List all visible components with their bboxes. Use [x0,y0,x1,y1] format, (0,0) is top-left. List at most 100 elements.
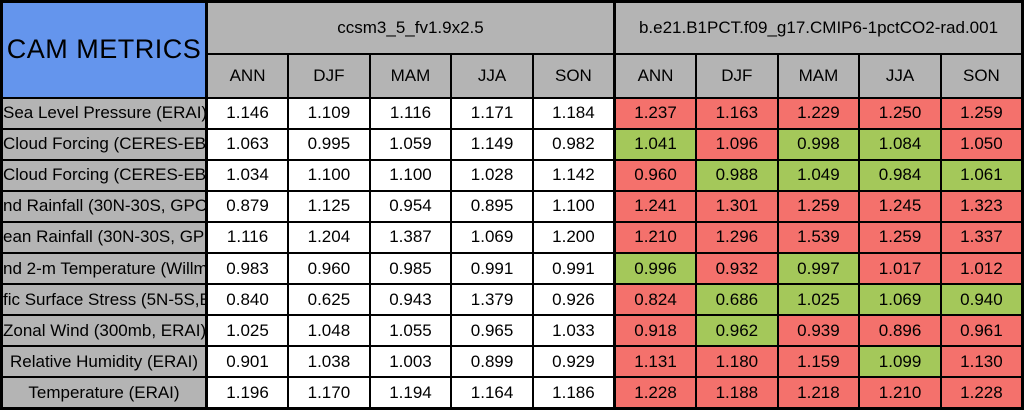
value-cell-test: 0.960 [612,158,698,192]
value-cell-test: 0.686 [695,283,779,317]
value-cell-control: 1.033 [531,314,616,348]
value-cell-test: 1.096 [695,127,779,161]
value-cell-test: 0.940 [939,283,1024,317]
metric-row: Zonal Wind (300mb, ERAI) 1.025 1.048 1.0… [0,314,1024,348]
value-cell-test: 1.084 [858,127,942,161]
value-cell-test: 1.188 [695,376,779,410]
value-cell-test: 0.984 [858,158,942,192]
value-cell-test: 1.245 [858,189,942,223]
value-cell-control: 0.965 [450,314,534,348]
metric-label: Cloud Forcing (CERES-EB [0,127,208,161]
season-header-jja: JJA [450,52,534,99]
value-cell-test: 0.961 [939,314,1024,348]
value-cell-test: 1.017 [858,251,942,286]
value-cell-control: 1.186 [531,376,616,410]
season-header-djf: DJF [695,52,779,99]
metric-label: Relative Humidity (ERAI) [0,345,208,379]
season-header-ann: ANN [205,52,290,99]
value-cell-test: 1.099 [858,345,942,379]
value-cell-control: 0.879 [205,189,290,223]
value-cell-test: 0.939 [776,314,861,348]
value-cell-test: 1.041 [612,127,698,161]
metric-label: Cloud Forcing (CERES-EB [0,158,208,192]
value-cell-test: 1.218 [776,376,861,410]
value-cell-test: 1.228 [939,376,1024,410]
value-cell-control: 1.125 [287,189,371,223]
value-cell-control: 0.926 [531,283,616,317]
value-cell-control: 1.055 [368,314,453,348]
value-cell-control: 1.184 [531,96,616,130]
value-cell-test: 1.296 [695,220,779,254]
value-cell-control: 0.995 [287,127,371,161]
value-cell-control: 0.982 [531,127,616,161]
value-cell-test: 0.824 [612,283,698,317]
metric-row: Sea Level Pressure (ERAI) 1.146 1.109 1.… [0,96,1024,130]
value-cell-test: 0.896 [858,314,942,348]
value-cell-control: 1.164 [450,376,534,410]
value-cell-control: 1.100 [287,158,371,192]
value-cell-test: 1.301 [695,189,779,223]
value-cell-control: 0.943 [368,283,453,317]
metric-row: Cloud Forcing (CERES-EB 1.063 0.995 1.05… [0,127,1024,161]
value-cell-test: 1.159 [776,345,861,379]
metrics-table-body: Sea Level Pressure (ERAI) 1.146 1.109 1.… [0,96,1024,410]
value-cell-test: 1.259 [858,220,942,254]
value-cell-control: 0.901 [205,345,290,379]
value-cell-control: 0.960 [287,251,371,286]
value-cell-test: 1.323 [939,189,1024,223]
metric-row: Relative Humidity (ERAI) 0.901 1.038 1.0… [0,345,1024,379]
value-cell-control: 0.954 [368,189,453,223]
season-header-jja: JJA [858,52,942,99]
value-cell-control: 1.116 [368,96,453,130]
value-cell-control: 1.109 [287,96,371,130]
value-cell-control: 0.625 [287,283,371,317]
value-cell-control: 1.204 [287,220,371,254]
value-cell-test: 0.997 [776,251,861,286]
value-cell-control: 0.929 [531,345,616,379]
value-cell-test: 1.050 [939,127,1024,161]
value-cell-test: 1.012 [939,251,1024,286]
season-header-mam: MAM [776,52,861,99]
metric-row: Temperature (ERAI) 1.196 1.170 1.194 1.1… [0,376,1024,410]
value-cell-control: 1.025 [205,314,290,348]
season-header-djf: DJF [287,52,371,99]
value-cell-control: 0.983 [205,251,290,286]
value-cell-control: 1.028 [450,158,534,192]
value-cell-test: 1.210 [612,220,698,254]
value-cell-test: 1.180 [695,345,779,379]
value-cell-control: 1.034 [205,158,290,192]
value-cell-control: 1.116 [205,220,290,254]
value-cell-test: 1.229 [776,96,861,130]
value-cell-control: 1.048 [287,314,371,348]
season-header-mam: MAM [368,52,453,99]
value-cell-test: 0.996 [612,251,698,286]
value-cell-control: 0.985 [368,251,453,286]
metric-label: ean Rainfall (30N-30S, GPC [0,220,208,254]
metric-label: nd Rainfall (30N-30S, GPC [0,189,208,223]
value-cell-test: 0.988 [695,158,779,192]
metric-row: ean Rainfall (30N-30S, GPC 1.116 1.204 1… [0,220,1024,254]
metric-label: fic Surface Stress (5N-5S,E [0,283,208,317]
value-cell-test: 0.998 [776,127,861,161]
value-cell-control: 1.196 [205,376,290,410]
season-header-son: SON [531,52,616,99]
table-title-cell: CAM METRICS [0,0,208,99]
value-cell-control: 1.170 [287,376,371,410]
value-cell-control: 1.142 [531,158,616,192]
value-cell-test: 0.962 [695,314,779,348]
value-cell-control: 1.387 [368,220,453,254]
model-header-row: CAM METRICS ccsm3_5_fv1.9x2.5 b.e21.B1PC… [0,0,1024,99]
value-cell-test: 1.259 [776,189,861,223]
value-cell-test: 1.049 [776,158,861,192]
metric-label: Sea Level Pressure (ERAI) [0,96,208,130]
value-cell-control: 1.194 [368,376,453,410]
value-cell-control: 1.171 [450,96,534,130]
value-cell-control: 1.063 [205,127,290,161]
value-cell-test: 0.918 [612,314,698,348]
value-cell-test: 1.228 [612,376,698,410]
season-header-son: SON [939,52,1024,99]
metric-row: fic Surface Stress (5N-5S,E 0.840 0.625 … [0,283,1024,317]
value-cell-test: 1.130 [939,345,1024,379]
value-cell-test: 1.025 [776,283,861,317]
value-cell-control: 1.379 [450,283,534,317]
